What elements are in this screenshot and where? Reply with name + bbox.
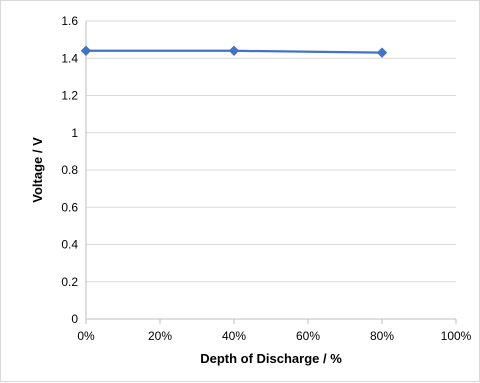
axes	[85, 21, 457, 324]
y-tick-label: 1.4	[61, 51, 78, 65]
x-tick-labels: 0% 20% 40% 60% 80% 100%	[77, 329, 471, 343]
y-tick-label: 1.2	[61, 89, 78, 103]
x-tick-label: 80%	[370, 329, 394, 343]
data-point	[80, 45, 92, 57]
x-tick-label: 20%	[148, 329, 172, 343]
data-point	[228, 45, 240, 57]
x-tick-label: 100%	[441, 329, 472, 343]
x-tick-label: 60%	[296, 329, 320, 343]
y-tick-label: 1	[71, 126, 78, 140]
y-tick-label: 0.8	[61, 163, 78, 177]
y-tick-label: 0.2	[61, 275, 78, 289]
gridlines	[86, 20, 456, 320]
y-tick-label: 1.6	[61, 14, 78, 28]
data-point	[376, 47, 388, 58]
y-tick-label: 0	[71, 312, 78, 326]
y-tick-label: 0.4	[61, 238, 78, 252]
x-tick-label: 0%	[77, 329, 95, 343]
x-axis-title: Depth of Discharge / %	[200, 351, 342, 366]
y-tick-labels: 0 0.2 0.4 0.6 0.8 1 1.2 1.4 1.6	[61, 14, 78, 326]
y-tick-label: 0.6	[61, 200, 78, 214]
y-axis-title: Voltage / V	[30, 137, 45, 203]
x-tick-label: 40%	[222, 329, 246, 343]
series	[80, 45, 388, 58]
